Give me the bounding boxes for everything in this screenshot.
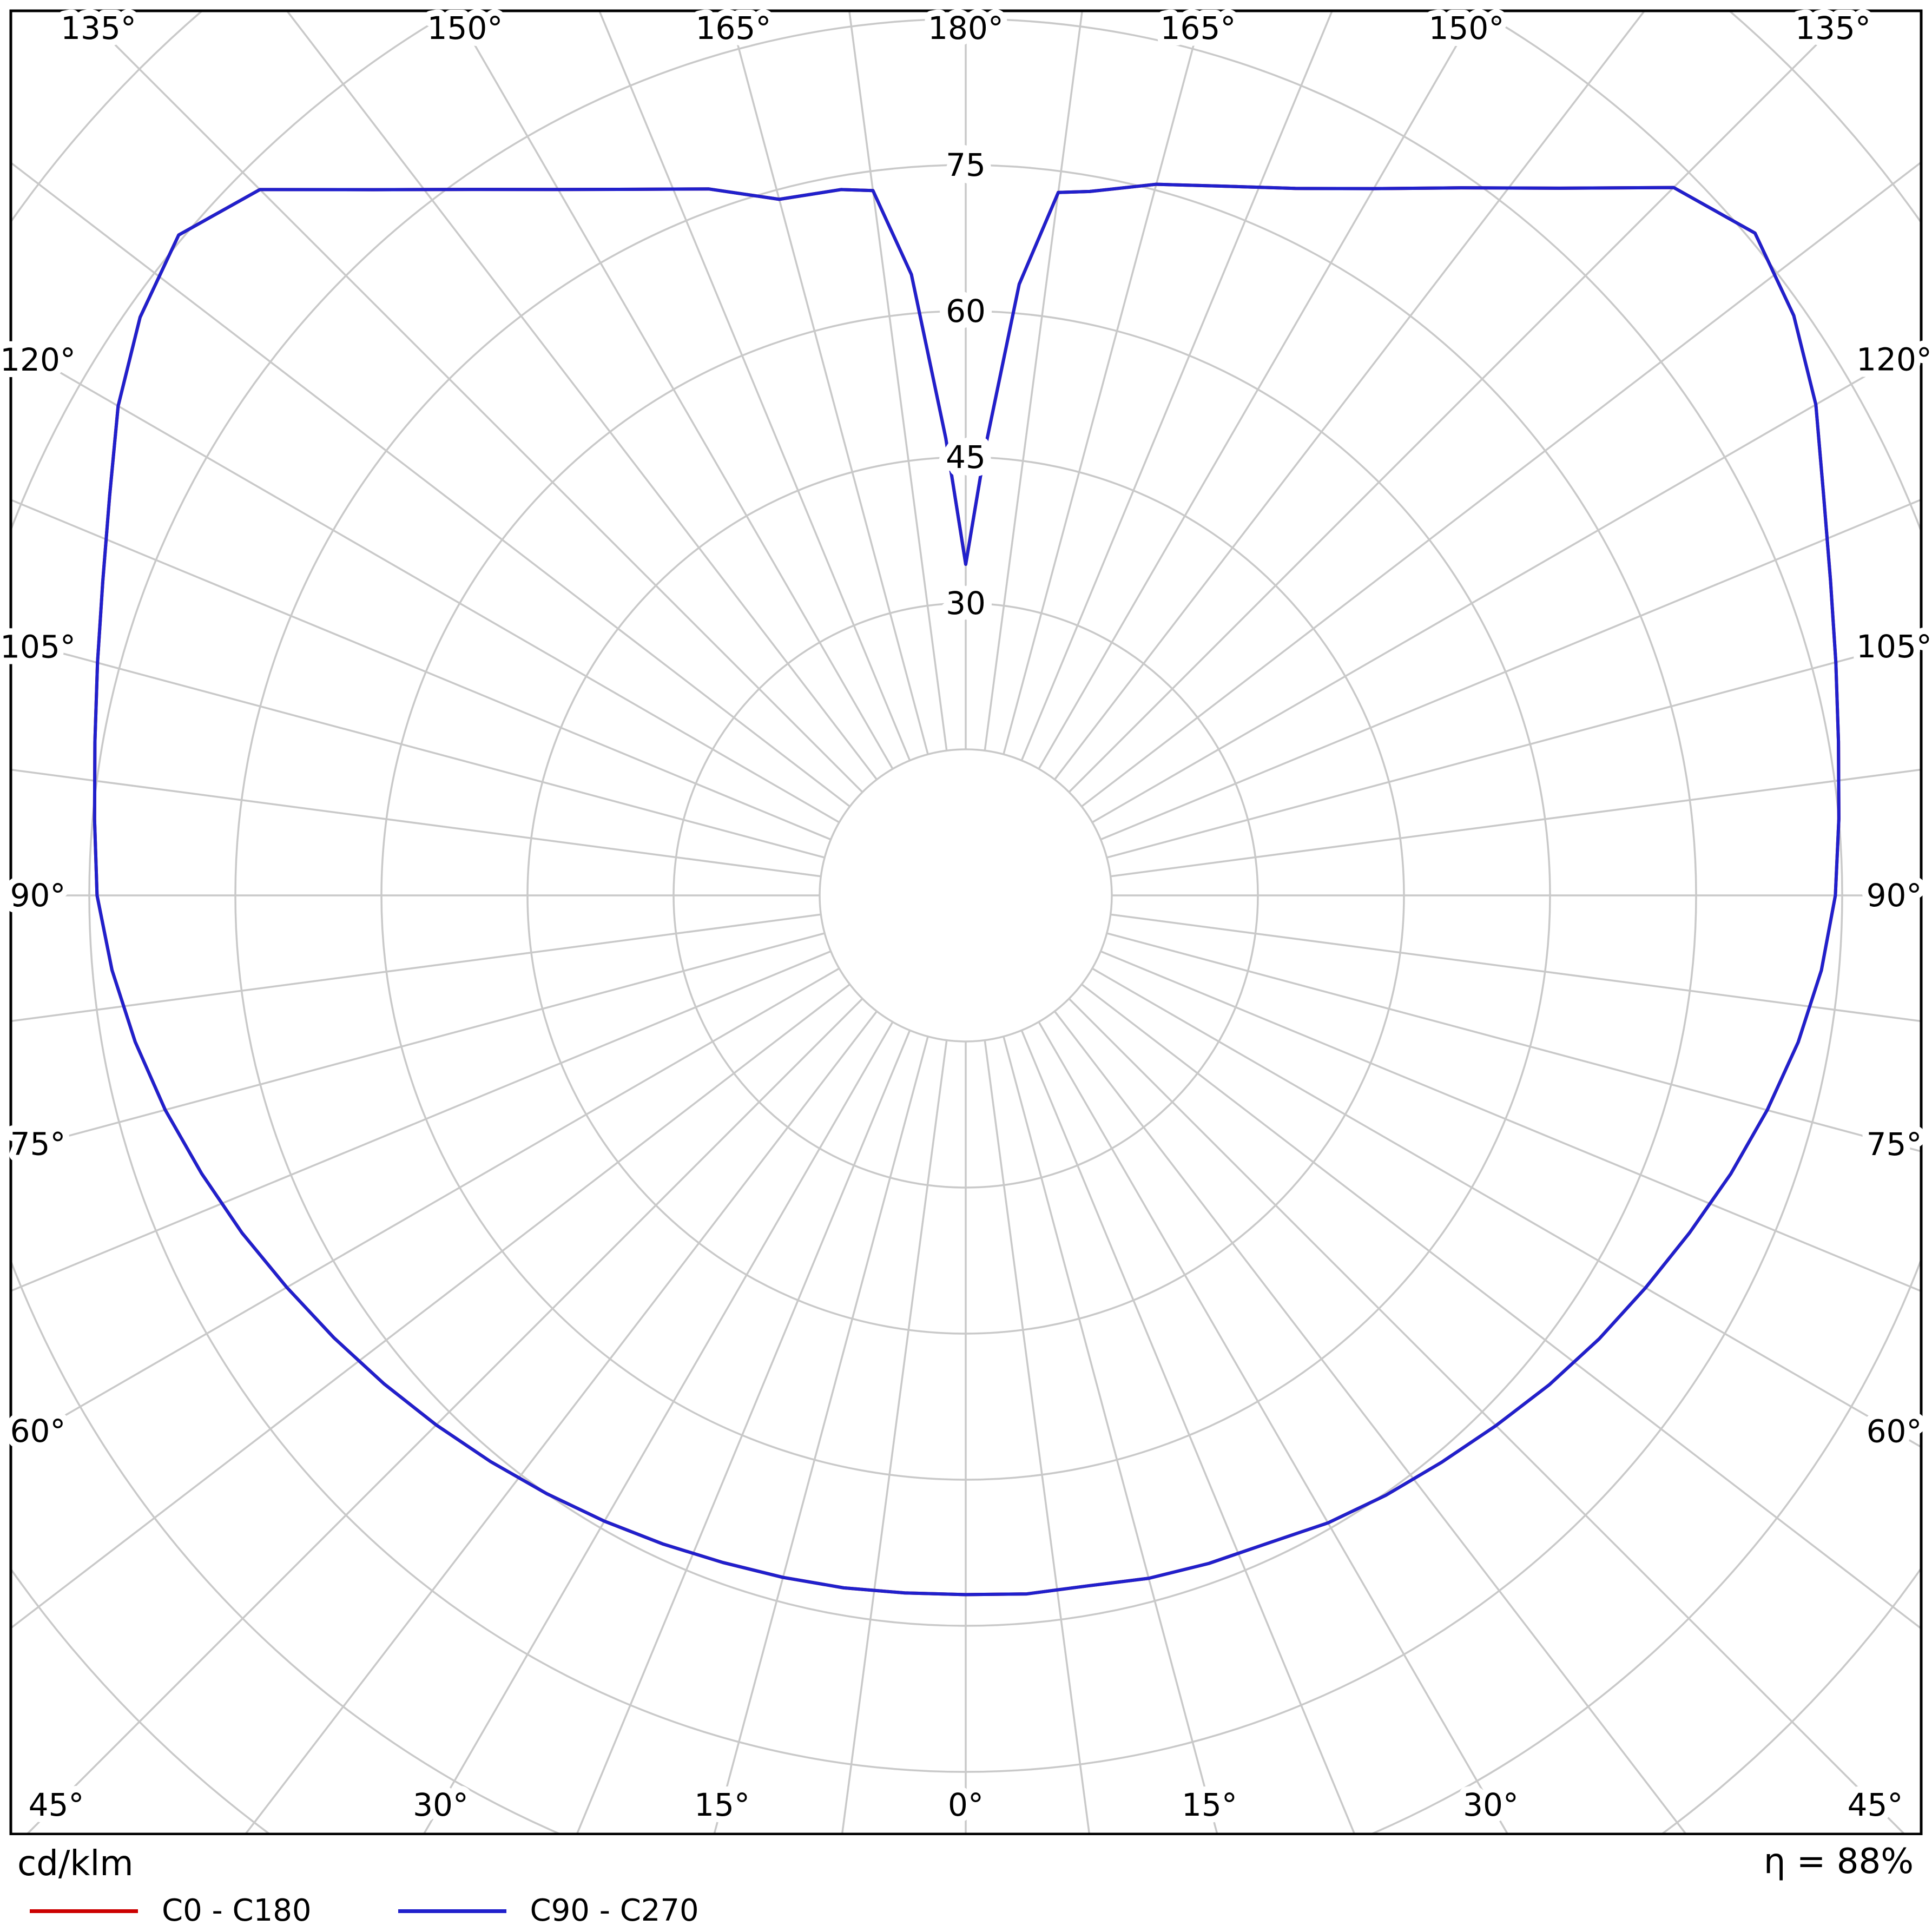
efficiency-label: η = 88% [1763,1842,1914,1882]
unit-label: cd/klm [17,1844,134,1884]
angle-label: 105° [1856,628,1932,665]
grid-spoke [576,1030,911,1834]
angle-label: 0° [948,1786,984,1823]
grid-spoke [1038,1021,1509,1834]
angle-label: 150° [427,10,503,47]
angle-label: 60° [10,1413,66,1449]
angle-label: 165° [696,10,772,47]
angle-label: 120° [0,341,76,378]
grid-spoke [713,1036,929,1834]
grid-spoke [11,638,825,859]
grid-spoke [1038,11,1478,770]
grid-spoke [1110,913,1921,1023]
grid-spoke [1003,11,1204,755]
angle-label: 15° [1182,1786,1237,1823]
grid-spoke [848,11,948,751]
angle-label: 15° [694,1786,750,1823]
grid-spoke [80,11,863,793]
grid-spoke [11,161,850,808]
legend-item-c90-c270: C90 - C270 [398,1896,699,1926]
grid-spoke [1100,498,1921,841]
radial-tick-label: 60 [946,293,986,329]
legend-item-c0-c180: C0 - C180 [30,1896,312,1926]
angle-label: 135° [1795,10,1871,47]
grid-spoke [11,768,821,878]
grid-spoke [1020,11,1334,761]
polar-grid [11,11,1921,1834]
curve-c0-c180 [93,182,1841,1597]
angle-label: 45° [29,1786,84,1823]
c0-c180-line-swatch [30,1909,138,1913]
grid-spoke [841,1040,948,1834]
grid-spoke [1003,1036,1218,1834]
grid-spoke [1091,967,1921,1448]
radial-tick-label: 75 [946,147,986,183]
angle-label: 150° [1429,10,1505,47]
grid-spoke [11,932,825,1152]
angle-label: 90° [10,877,66,914]
chart-footer: cd/klm η = 88% C0 - C180 C90 - C270 [0,1835,1932,1932]
curve-c90-c270 [93,182,1841,1597]
angle-label: 60° [1867,1413,1922,1450]
grid-spoke [1053,11,1646,780]
grid-spoke [1053,1011,1687,1834]
grid-spoke [1081,983,1921,1630]
legend: C0 - C180 C90 - C270 [30,1896,699,1926]
grid-ring [819,748,1113,1043]
grid-spoke [244,1011,878,1834]
angle-label: 45° [1848,1786,1903,1823]
grid-spoke [25,998,863,1834]
angle-label: 30° [413,1786,469,1823]
grid-spoke [598,11,911,761]
grid-spoke [11,913,821,1023]
angle-label: 120° [1856,341,1932,378]
grid-spoke [11,342,840,823]
grid-spoke [1100,950,1921,1293]
polar-chart: 30 45 60 75 0° 15° 15° 30° 30° 45° 45° 60° 60° 75° 75°… [0,9,1932,1835]
grid-spoke [1106,638,1921,859]
grid-spoke [11,499,832,841]
grid-spoke [11,950,832,1292]
angle-label: 75° [10,1126,66,1163]
grid-spoke [1068,998,1906,1834]
angle-label: 30° [1463,1786,1519,1823]
radial-tick-label: 30 [946,585,986,622]
grid-spoke [1068,11,1852,793]
grid-spoke [1110,768,1921,878]
grid-spoke [728,11,929,755]
angle-label: 105° [0,628,76,665]
angle-label: 135° [61,10,136,47]
grid-spoke [286,11,878,780]
legend-label: C0 - C180 [162,1893,312,1928]
c90-c270-line-swatch [398,1909,506,1913]
grid-spoke [11,983,850,1630]
legend-label: C90 - C270 [530,1893,699,1928]
angle-label: 75° [1867,1126,1922,1163]
grid-spoke [1081,161,1921,808]
grid-spoke [984,1040,1091,1834]
grid-spoke [1020,1030,1356,1834]
angle-label: 180° [928,10,1004,47]
radial-tick-label: 45 [946,439,986,476]
grid-spoke [984,11,1084,751]
grid-spoke [423,1021,894,1834]
angle-label: 90° [1867,877,1922,914]
angle-label: 165° [1160,10,1236,47]
grid-spoke [11,967,840,1448]
grid-spoke [1106,932,1921,1153]
plot-border [9,9,1923,1835]
grid-spoke [454,11,894,770]
grid-spoke [1091,342,1921,823]
